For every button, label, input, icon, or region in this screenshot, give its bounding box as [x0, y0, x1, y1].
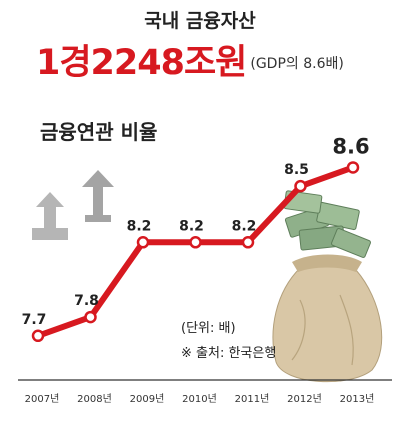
data-point [294, 179, 307, 193]
series-layer [31, 161, 360, 343]
data-point [84, 310, 97, 324]
data-point [136, 236, 150, 249]
page-title: 국내 금융자산 [144, 10, 256, 32]
value-labels-layer: 7.7 7.8 8.2 8.2 8.2 8.5 8.6 [22, 134, 370, 327]
x-tick-label: 2011년 [235, 393, 270, 405]
banknote-stack-icon [331, 228, 371, 258]
data-label: 8.5 [284, 162, 309, 178]
up-arrow-right-icon [82, 170, 114, 222]
data-label: 8.6 [332, 134, 369, 158]
headline-gdp-note: (GDP의 8.6배) [250, 56, 344, 72]
data-point [189, 236, 202, 249]
x-tick-label: 2010년 [182, 393, 217, 405]
x-tick-label: 2008년 [77, 393, 112, 405]
money-bag-icon [272, 190, 383, 383]
x-tick-label: 2007년 [25, 393, 60, 405]
headline-amount: 1경2248조원 [36, 43, 247, 83]
up-arrow-left-icon [32, 192, 68, 240]
unit-note: (단위: 배) [181, 321, 236, 336]
data-label: 7.8 [74, 293, 99, 309]
data-point [241, 236, 255, 249]
x-tick-label: 2013년 [340, 393, 375, 405]
x-tick-label: 2012년 [287, 393, 322, 405]
data-point [346, 161, 360, 174]
x-tick-labels-layer: 2007년 2008년 2009년 2010년 2011년 2012년 2013년 [25, 393, 375, 405]
source-note: ※ 출처: 한국은행 [181, 346, 277, 361]
data-label: 8.2 [127, 218, 152, 234]
x-tick-label: 2009년 [130, 393, 165, 405]
data-label: 7.7 [22, 312, 47, 328]
headline: 1경2248조원 (GDP의 8.6배) [36, 34, 344, 85]
data-label: 8.2 [232, 218, 257, 234]
up-arrows-icon [32, 170, 114, 240]
data-point [31, 329, 45, 343]
chart-subtitle: 금융연관 비율 [40, 120, 158, 144]
data-label: 8.2 [179, 218, 204, 234]
